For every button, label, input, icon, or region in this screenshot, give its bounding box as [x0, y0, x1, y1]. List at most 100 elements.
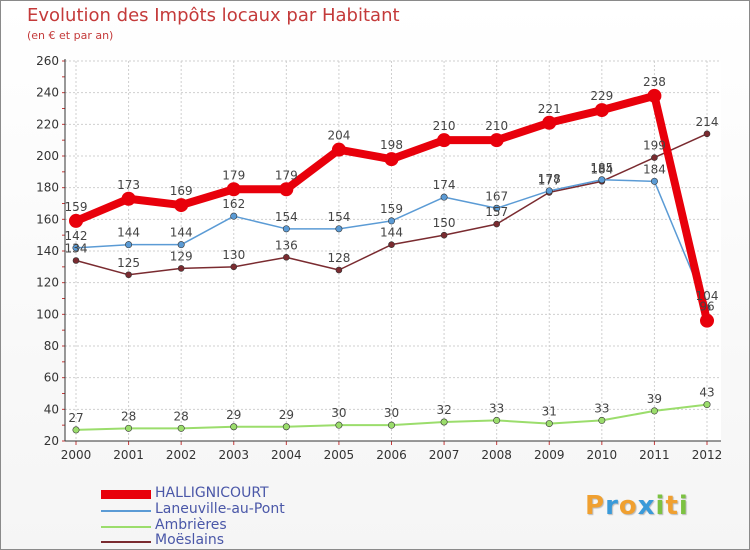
data-label: 144: [380, 226, 403, 240]
data-point: [647, 88, 662, 103]
data-point: [72, 426, 80, 434]
data-point: [542, 115, 557, 130]
legend-swatch: [101, 526, 151, 528]
data-label: 169: [170, 184, 193, 198]
data-point: [335, 266, 343, 274]
data-label: 179: [275, 168, 298, 182]
data-label: 210: [433, 119, 456, 133]
data-point: [335, 421, 343, 429]
data-label: 136: [275, 238, 298, 252]
data-point: [493, 416, 501, 424]
y-tick-label: 100: [36, 307, 59, 321]
data-label: 214: [696, 115, 719, 129]
data-label: 178: [538, 172, 561, 186]
x-tick-label: 2005: [324, 448, 355, 462]
data-point: [177, 424, 185, 432]
data-point: [230, 212, 238, 220]
x-tick-label: 2006: [376, 448, 407, 462]
x-tick-label: 2001: [113, 448, 144, 462]
data-point: [440, 193, 448, 201]
logo-letter: t: [665, 491, 679, 521]
data-label: 28: [121, 409, 136, 423]
data-label: 198: [380, 138, 403, 152]
data-point: [283, 254, 290, 261]
legend-swatch: [101, 541, 151, 543]
data-point: [650, 407, 658, 415]
data-label: 173: [117, 178, 140, 192]
data-label: 32: [436, 403, 451, 417]
data-point: [545, 187, 553, 195]
logo-letter: o: [618, 491, 638, 521]
data-point: [69, 213, 83, 228]
data-label: 30: [331, 406, 346, 420]
data-point: [282, 225, 290, 233]
data-label: 29: [279, 408, 294, 422]
y-tick-label: 60: [44, 371, 59, 385]
x-tick-label: 2008: [481, 448, 512, 462]
data-point: [282, 423, 290, 431]
data-point: [388, 241, 395, 248]
data-label: 184: [590, 162, 613, 176]
data-label: 39: [647, 392, 662, 406]
data-label: 30: [384, 406, 399, 420]
data-label: 159: [65, 200, 88, 214]
data-label: 204: [327, 129, 350, 143]
proxiti-logo: Proxiti: [585, 491, 689, 521]
data-point: [230, 263, 238, 271]
data-label: 150: [433, 216, 456, 230]
data-label: 29: [226, 408, 241, 422]
data-point: [230, 423, 238, 431]
data-point: [437, 133, 452, 148]
data-point: [335, 225, 343, 233]
logo-letter: i: [655, 491, 666, 521]
y-tick-label: 140: [36, 244, 59, 258]
legend-label: HALLIGNICOURT: [155, 485, 269, 501]
x-tick-label: 2007: [429, 448, 460, 462]
y-tick-label: 160: [36, 212, 59, 226]
data-label: 27: [68, 411, 83, 425]
data-label: 144: [170, 226, 193, 240]
data-label: 129: [170, 249, 193, 263]
data-point: [177, 265, 185, 272]
data-point: [489, 133, 504, 148]
data-label: 154: [327, 210, 350, 224]
data-point: [650, 177, 658, 185]
legend-swatch: [101, 510, 151, 512]
data-label: 104: [696, 289, 719, 303]
x-tick-label: 2011: [639, 448, 670, 462]
y-tick-label: 260: [36, 54, 59, 68]
legend-label: Moëslains: [155, 532, 225, 548]
data-label: 184: [643, 162, 666, 176]
x-tick-label: 2009: [534, 448, 565, 462]
data-label: 128: [327, 251, 350, 265]
data-label: 185: [590, 161, 613, 175]
data-label: 162: [222, 197, 245, 211]
data-point: [174, 198, 189, 213]
legend-label: Ambrières: [155, 517, 227, 533]
chart-title: Evolution des Impôts locaux par Habitant: [27, 5, 400, 26]
data-label: 142: [65, 229, 88, 243]
data-label: 238: [643, 75, 666, 89]
logo-letter: x: [637, 491, 656, 521]
logo-letter: r: [605, 491, 619, 521]
data-label: 43: [699, 386, 714, 400]
data-point: [598, 176, 606, 184]
x-tick-label: 2004: [271, 448, 302, 462]
data-point: [703, 130, 711, 138]
data-point: [594, 103, 609, 118]
y-tick-label: 20: [44, 434, 59, 448]
x-tick-label: 2000: [61, 448, 92, 462]
data-point: [387, 217, 395, 225]
data-point: [440, 418, 448, 426]
data-point: [700, 313, 714, 328]
data-label: 28: [174, 409, 189, 423]
logo-letter: i: [678, 491, 689, 521]
y-tick-label: 80: [44, 339, 59, 353]
data-point: [279, 182, 294, 197]
data-point: [125, 271, 132, 279]
y-tick-label: 200: [36, 149, 59, 163]
chart-subtitle: (en € et par an): [27, 29, 114, 42]
data-label: 31: [542, 405, 557, 419]
